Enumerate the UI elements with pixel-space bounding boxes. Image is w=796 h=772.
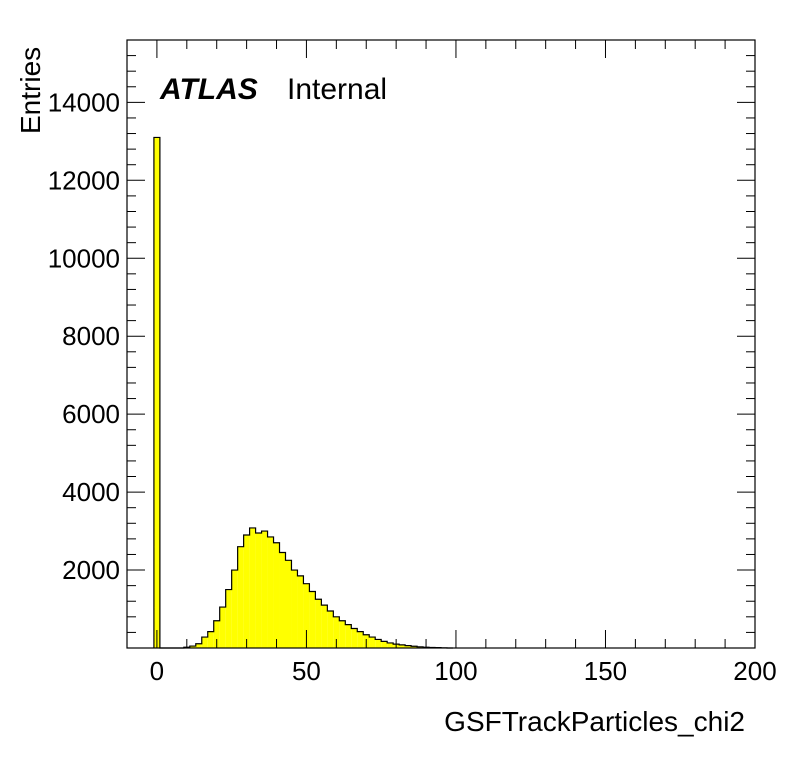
histogram-bin (285, 560, 292, 648)
histogram-bin (309, 591, 316, 648)
x-tick-label: 100 (434, 656, 477, 686)
histogram-bin (255, 533, 262, 648)
histogram-bin (267, 536, 274, 648)
histogram-bin (189, 646, 196, 648)
histogram-bars (153, 136, 453, 649)
x-axis-title: GSFTrackParticles_chi2 (444, 706, 745, 737)
histogram-bin (273, 542, 280, 648)
y-axis-title: Entries (15, 47, 46, 134)
histogram-bin (237, 546, 244, 648)
axis-ticks (126, 39, 756, 648)
histogram-bin (297, 575, 304, 648)
histogram-bin (327, 610, 334, 648)
histogram-bin (207, 631, 214, 648)
y-tick-label: 2000 (62, 555, 120, 585)
y-tick-label: 14000 (48, 87, 120, 117)
histogram-bin (261, 531, 268, 648)
x-tick-label: 200 (733, 656, 776, 686)
histogram-bin (351, 628, 358, 648)
histogram-bin (405, 645, 412, 648)
y-tick-label: 12000 (48, 165, 120, 195)
histogram-bin (381, 641, 388, 648)
histogram-bin (219, 607, 226, 648)
histogram-bin (339, 620, 346, 648)
histogram-bin (321, 605, 328, 648)
histogram-bin (279, 552, 286, 648)
y-tick-label: 6000 (62, 399, 120, 429)
histogram-bin (225, 589, 232, 648)
atlas-label: ATLAS (159, 73, 258, 106)
histogram-bin (153, 137, 160, 648)
histogram-bin (243, 534, 250, 648)
histogram-bin (201, 637, 208, 648)
histogram-outline (153, 136, 453, 649)
histogram-bin (291, 570, 298, 648)
y-tick-label: 10000 (48, 243, 120, 273)
plot-frame (126, 39, 756, 649)
histogram-bin (231, 570, 238, 648)
histogram-bin (213, 620, 220, 648)
histogram-bin (411, 646, 418, 648)
histogram-bin (315, 599, 322, 648)
histogram-bin (387, 642, 394, 648)
x-tick-label: 0 (150, 656, 164, 686)
histogram-bin (195, 643, 202, 648)
histogram-bin (375, 639, 382, 648)
histogram-bin (249, 527, 256, 648)
y-tick-label: 4000 (62, 477, 120, 507)
histogram-bin (345, 624, 352, 648)
histogram-bin (357, 631, 364, 648)
histogram-bin (333, 616, 340, 648)
histogram-bin (399, 644, 406, 648)
histogram-bin (369, 637, 376, 648)
y-tick-label: 8000 (62, 321, 120, 351)
x-tick-label: 50 (292, 656, 321, 686)
tick-labels: 0 50 100 150 200 2000 4000 6000 8000 10000 12000 14… (48, 87, 777, 686)
internal-label: Internal (287, 73, 387, 106)
histogram-bin (303, 583, 310, 648)
x-tick-label: 150 (584, 656, 627, 686)
